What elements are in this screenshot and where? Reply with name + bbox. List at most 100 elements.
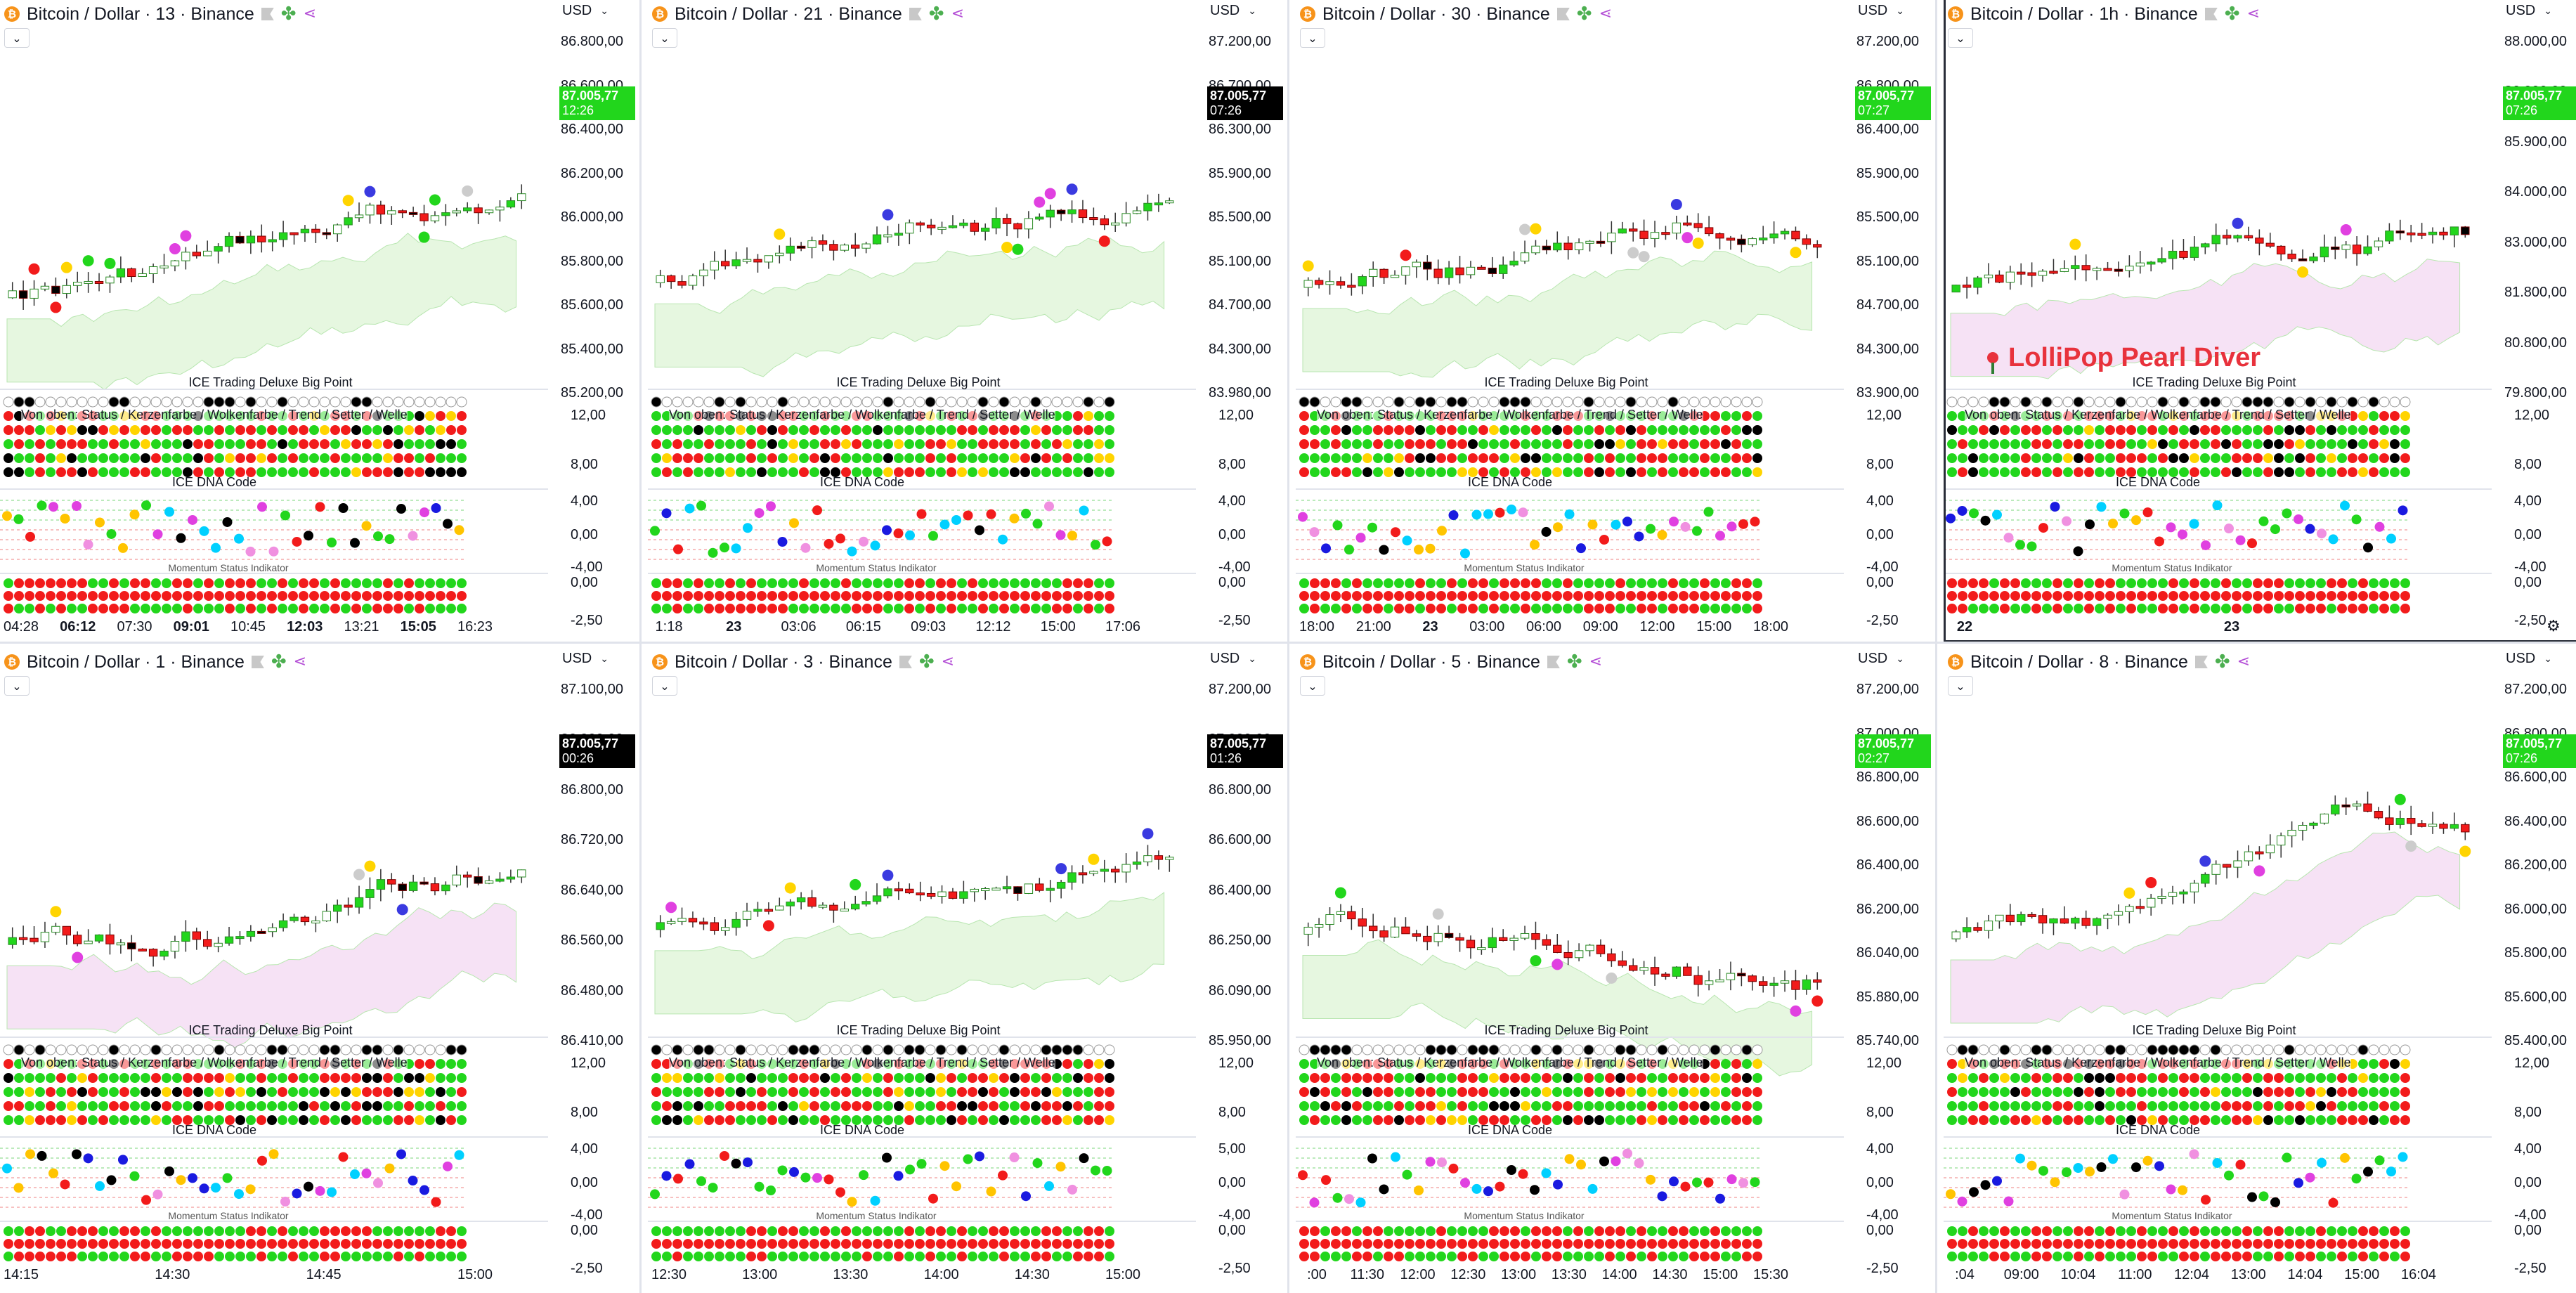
momentum-dot <box>1731 578 1741 588</box>
bigpoint-dot <box>1752 1073 1762 1083</box>
collapse-chevron-icon[interactable]: ⌄ <box>1948 676 1973 696</box>
chart-panel[interactable]: ₿ Bitcoin / Dollar · 21 · Binance ✤ ⋖ ⌄ USD ⌄ I… <box>648 0 1287 642</box>
collapse-chevron-icon[interactable]: ⌄ <box>4 28 30 48</box>
momentum-dot <box>2242 604 2252 613</box>
time-axis[interactable]: :04 09:00 10:04 11:00 12:04 13:00 14:04 15:00 16… <box>1944 1267 2492 1288</box>
currency-selector[interactable]: USD ⌄ <box>2506 3 2552 19</box>
time-axis[interactable]: 22 23 <box>1944 619 2492 640</box>
flag-icon[interactable] <box>1556 8 1570 20</box>
time-axis[interactable]: :00 11:30 12:00 12:30 13:00 13:30 14:00 14:30 15… <box>1296 1267 1844 1288</box>
chart-panel[interactable]: ₿ Bitcoin / Dollar · 1h · Binance ✤ ⋖ ⌄ USD ⌄ I… <box>1944 0 2576 642</box>
dna-title: ICE DNA Code <box>1467 1123 1553 1137</box>
chart-panel[interactable]: ₿ Bitcoin / Dollar · 8 · Binance ✤ ⋖ ⌄ USD ⌄ IC… <box>1944 648 2576 1289</box>
price-chart[interactable] <box>648 648 1196 1289</box>
clover-icon[interactable]: ✤ <box>2224 4 2240 25</box>
bigpoint-dot <box>1384 1101 1393 1111</box>
chart-panel[interactable]: ₿ Bitcoin / Dollar · 5 · Binance ✤ ⋖ ⌄ USD ⌄ IC… <box>1296 648 1935 1289</box>
currency-selector[interactable]: USD ⌄ <box>562 651 609 667</box>
clover-icon[interactable]: ✤ <box>918 651 935 673</box>
time-axis[interactable]: 04:28 06:12 07:30 09:01 10:45 12:03 13:21 15:05… <box>0 619 548 640</box>
flag-icon[interactable] <box>2194 656 2208 668</box>
flag-icon[interactable] <box>1547 656 1560 668</box>
share-icon[interactable]: ⋖ <box>2237 653 2251 670</box>
bigpoint-dot <box>393 1073 403 1083</box>
bigpoint-dot <box>13 396 25 408</box>
momentum-dot <box>809 604 819 613</box>
collapse-chevron-icon[interactable]: ⌄ <box>1300 676 1325 696</box>
price-chart[interactable] <box>0 648 548 1289</box>
price-chart[interactable] <box>1296 0 1844 642</box>
price-axis[interactable]: 87.200,00 86.700,00 86.300,00 85.900,00 85.5… <box>1209 28 1286 401</box>
clover-icon[interactable]: ✤ <box>1576 4 1592 25</box>
time-axis[interactable]: 1:18 23 03:06 06:15 09:03 12:12 15:00 17:06 <box>648 619 1196 640</box>
chart-panel[interactable]: ₿ Bitcoin / Dollar · 3 · Binance ✤ ⋖ ⌄ USD ⌄ IC… <box>648 648 1287 1289</box>
collapse-chevron-icon[interactable]: ⌄ <box>652 676 677 696</box>
bigpoint-dot <box>1531 1073 1541 1083</box>
chart-panel[interactable]: ₿ Bitcoin / Dollar · 13 · Binance ✤ ⋖ ⌄ USD ⌄ I… <box>0 0 639 642</box>
bigpoint-dot <box>1679 1101 1689 1111</box>
time-axis[interactable]: 14:15 14:30 14:45 15:00 <box>0 1267 548 1288</box>
share-icon[interactable]: ⋖ <box>2246 5 2260 22</box>
candle <box>2450 812 2459 831</box>
price-axis[interactable]: 87.200,00 86.800,00 86.600,00 86.400,00 86.2… <box>2504 676 2576 1048</box>
gear-icon[interactable]: ⚙ <box>2546 618 2561 635</box>
currency-selector[interactable]: USD ⌄ <box>2506 651 2552 667</box>
momentum-title: Momentum Status Indikator <box>1464 1210 1585 1221</box>
collapse-chevron-icon[interactable]: ⌄ <box>4 676 30 696</box>
ichimoku-cloud <box>1950 831 2461 1024</box>
price-chart[interactable] <box>1944 648 2492 1289</box>
chart-panel[interactable]: ₿ Bitcoin / Dollar · 1 · Binance ✤ ⋖ ⌄ USD ⌄ IC… <box>0 648 639 1289</box>
currency-selector[interactable]: USD ⌄ <box>1210 651 1256 667</box>
chart-panel[interactable]: ₿ Bitcoin / Dollar · 30 · Binance ✤ ⋖ ⌄ USD ⌄ I… <box>1296 0 1935 642</box>
clover-icon[interactable]: ✤ <box>2214 651 2230 673</box>
flag-icon[interactable] <box>899 656 912 668</box>
bigpoint-dot <box>694 453 703 463</box>
clover-icon[interactable]: ✤ <box>1566 651 1582 673</box>
flag-icon[interactable] <box>261 8 274 20</box>
currency-selector[interactable]: USD ⌄ <box>562 3 609 19</box>
currency-selector[interactable]: USD ⌄ <box>1858 651 1904 667</box>
share-icon[interactable]: ⋖ <box>951 5 964 22</box>
price-axis[interactable]: 87.200,00 86.800,00 86.400,00 85.900,00 85.5… <box>1856 28 1934 401</box>
candle <box>290 914 299 923</box>
bigpoint-dot <box>288 467 298 477</box>
share-icon[interactable]: ⋖ <box>941 653 955 670</box>
share-icon[interactable]: ⋖ <box>303 5 316 22</box>
dna-dot <box>327 1187 337 1197</box>
time-axis[interactable]: 12:30 13:00 13:30 14:00 14:30 15:00 <box>648 1267 1196 1288</box>
price-axis[interactable]: 86.800,00 86.600,00 86.400,00 86.200,00 86.0… <box>561 28 638 401</box>
share-icon[interactable]: ⋖ <box>1599 5 1612 22</box>
momentum-dot <box>119 604 129 613</box>
share-icon[interactable]: ⋖ <box>1589 653 1603 670</box>
candle <box>656 915 665 938</box>
time-tick-label: 15:00 <box>457 1267 493 1282</box>
candle <box>2114 904 2123 925</box>
flag-icon[interactable] <box>2204 8 2218 20</box>
time-tick-label: 16:23 <box>457 619 493 635</box>
clover-icon[interactable]: ✤ <box>280 4 297 25</box>
currency-selector[interactable]: USD ⌄ <box>1210 3 1256 19</box>
price-axis[interactable]: 88.000,0086.000,0085.900,0084.000,0083.0… <box>2504 28 2576 401</box>
clover-icon[interactable]: ✤ <box>928 4 944 25</box>
bigpoint-dot <box>2116 1115 2126 1125</box>
clover-icon[interactable]: ✤ <box>271 651 287 673</box>
price-axis[interactable]: 87.100,0086.900,0086.800,0086.720,0086.6… <box>561 676 638 1048</box>
price-axis[interactable]: 87.200,0087.000,0086.800,0086.600,0086.4… <box>1209 676 1286 1048</box>
share-icon[interactable]: ⋖ <box>293 653 307 670</box>
collapse-chevron-icon[interactable]: ⌄ <box>652 28 677 48</box>
collapse-chevron-icon[interactable]: ⌄ <box>1948 28 1973 48</box>
flag-icon[interactable] <box>909 8 922 20</box>
collapse-chevron-icon[interactable]: ⌄ <box>1300 28 1325 48</box>
flag-icon[interactable] <box>251 656 264 668</box>
bigpoint-dot <box>915 1101 925 1111</box>
dna-dot <box>373 531 383 542</box>
price-chart[interactable] <box>1944 0 2492 642</box>
bigpoint-dot <box>299 439 308 449</box>
price-chart[interactable] <box>648 0 1196 642</box>
time-axis[interactable]: 18:00 21:00 23 03:00 06:00 09:00 12:00 15:00 18:… <box>1296 619 1844 640</box>
currency-selector[interactable]: USD ⌄ <box>1858 3 1904 19</box>
price-chart[interactable] <box>0 0 548 642</box>
price-chart[interactable] <box>1296 648 1844 1289</box>
price-tick-label: 85.400,00 <box>2504 1033 2567 1048</box>
